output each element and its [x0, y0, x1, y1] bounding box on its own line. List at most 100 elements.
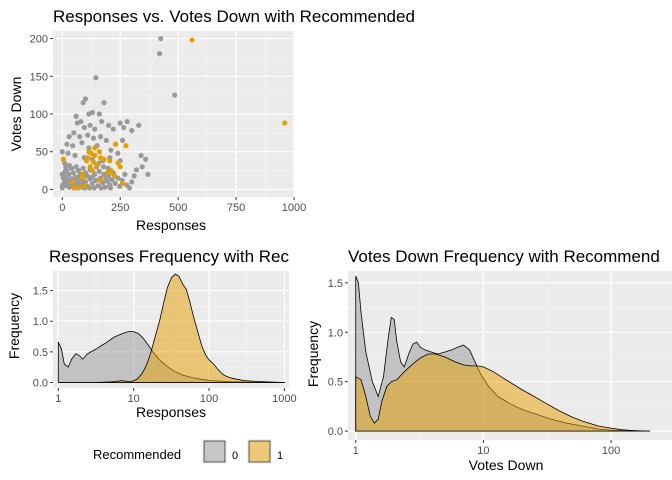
votes-down-density-x-ticks: 1 10 100 — [353, 440, 620, 457]
scatter-point-recommended-1 — [97, 177, 104, 183]
x-tick-label: 500 — [169, 202, 187, 214]
scatter-point-recommended-0 — [79, 140, 85, 146]
x-tick-label: 100 — [602, 445, 620, 457]
responses-density-x-ticks: 1 10 100 1000 — [55, 388, 297, 405]
scatter-title: Responses vs. Votes Down with Recommende… — [53, 7, 415, 26]
scatter-point-recommended-0 — [115, 150, 121, 156]
resp-density-area-recommended-1 — [57, 273, 285, 383]
scatter-point-recommended-0 — [93, 177, 99, 183]
scatter-point-recommended-0 — [84, 173, 90, 179]
responses-density-title: Responses Frequency with Rec — [49, 247, 290, 266]
scatter-x-axis-title: Responses — [136, 217, 206, 233]
scatter-point-recommended-0 — [87, 185, 93, 191]
scatter-point-recommended-0 — [66, 171, 72, 177]
scatter-point-recommended-0 — [117, 120, 123, 126]
scatter-point-recommended-1 — [107, 158, 113, 164]
votes-down-density-title: Votes Down Frequency with Recommend — [348, 247, 660, 266]
scatter-point-recommended-0 — [80, 100, 86, 106]
scatter-point-recommended-0 — [86, 145, 92, 151]
y-tick-label: 1.0 — [33, 316, 48, 328]
scatter-point-recommended-0 — [59, 149, 65, 155]
y-tick-label: 0 — [42, 184, 48, 196]
scatter-point-recommended-0 — [122, 171, 128, 177]
scatter-point-recommended-1 — [86, 149, 92, 155]
scatter-point-recommended-1 — [123, 143, 129, 149]
scatter-point-recommended-0 — [98, 185, 104, 191]
y-tick-label: 100 — [30, 109, 48, 121]
scatter-point-recommended-0 — [136, 122, 142, 128]
scatter-point-recommended-0 — [64, 141, 70, 147]
scatter-point-recommended-0 — [109, 177, 115, 183]
scatter-point-recommended-0 — [119, 137, 126, 144]
scatter-point-recommended-1 — [115, 160, 121, 166]
scatter-point-recommended-0 — [108, 147, 114, 153]
y-tick-label: 0.0 — [328, 426, 343, 438]
scatter-point-recommended-0 — [70, 170, 76, 176]
scatter-point-recommended-0 — [97, 134, 104, 140]
scatter-point-recommended-1 — [90, 159, 97, 165]
scatter-point-recommended-1 — [60, 156, 67, 162]
scatter-point-recommended-0 — [66, 134, 72, 140]
scatter-point-recommended-0 — [77, 134, 83, 140]
scatter-point-recommended-0 — [101, 100, 107, 106]
scatter-point-recommended-0 — [124, 118, 130, 125]
responses-density-y-axis-title: Frequency — [6, 293, 22, 359]
scatter-point-recommended-0 — [82, 96, 89, 102]
scatter-point-recommended-0 — [96, 111, 102, 117]
scatter-point-recommended-0 — [99, 118, 105, 125]
scatter-point-recommended-0 — [73, 164, 79, 170]
y-tick-label: 1.5 — [33, 286, 48, 298]
scatter-point-recommended-0 — [96, 168, 102, 174]
votes-down-density-y-ticks: 0.0 0.5 1.0 1.5 — [328, 278, 348, 438]
scatter-point-recommended-0 — [81, 124, 87, 131]
scatter-point-recommended-0 — [92, 126, 98, 132]
y-tick-label: 1.0 — [328, 327, 343, 339]
scatter-point-recommended-1 — [94, 162, 100, 168]
scatter-point-recommended-0 — [100, 164, 107, 170]
legend-swatch-1 — [248, 440, 271, 463]
scatter-point-recommended-1 — [89, 167, 95, 174]
scatter-point-recommended-0 — [106, 122, 112, 128]
scatter-x-ticks: 0 250 500 750 1000 — [59, 197, 306, 214]
scatter-point-recommended-1 — [189, 37, 195, 43]
scatter-plot: Responses vs. Votes Down with Recommende… — [8, 7, 415, 233]
scatter-point-recommended-0 — [129, 179, 135, 185]
scatter-point-recommended-0 — [85, 132, 91, 138]
scatter-point-recommended-0 — [129, 128, 135, 134]
scatter-point-recommended-0 — [131, 173, 137, 179]
scatter-point-recommended-1 — [111, 173, 118, 179]
scatter-point-recommended-0 — [89, 180, 95, 187]
scatter-point-recommended-0 — [71, 130, 77, 136]
x-tick-label: 0 — [59, 202, 65, 214]
scatter-point-recommended-0 — [112, 180, 118, 187]
responses-density-plot: Responses Frequency with Rec 1 10 100 1000 … — [6, 247, 297, 420]
scatter-point-recommended-1 — [117, 164, 123, 170]
scatter-point-recommended-0 — [89, 174, 95, 180]
scatter-y-ticks: 0 50 100 150 200 — [30, 34, 53, 196]
scatter-point-recommended-0 — [62, 168, 68, 174]
legend-swatch-0 — [203, 440, 226, 463]
scatter-point-recommended-0 — [90, 135, 97, 141]
scatter-point-recommended-0 — [103, 176, 109, 182]
legend-label-0: 0 — [232, 450, 238, 462]
legend-title: Recommended — [93, 447, 181, 462]
scatter-point-recommended-1 — [82, 183, 89, 189]
scatter-point-recommended-1 — [92, 145, 98, 151]
votes-down-density-y-axis-title: Frequency — [305, 321, 321, 387]
responses-density-x-axis-title: Responses — [136, 404, 206, 420]
scatter-point-recommended-0 — [78, 118, 84, 125]
votes-density-area-recommended-1 — [355, 353, 651, 432]
scatter-point-recommended-1 — [104, 170, 111, 176]
scatter-point-recommended-1 — [112, 141, 119, 147]
scatter-point-recommended-1 — [101, 156, 107, 162]
scatter-point-recommended-0 — [138, 152, 144, 159]
y-tick-label: 0.0 — [33, 377, 48, 389]
scatter-point-recommended-0 — [126, 185, 133, 191]
x-tick-label: 1000 — [282, 202, 306, 214]
responses-density-y-ticks: 0.0 0.5 1.0 1.5 — [33, 286, 53, 389]
scatter-point-recommended-0 — [121, 124, 127, 131]
x-tick-label: 750 — [227, 202, 245, 214]
scatter-point-recommended-0 — [110, 126, 116, 132]
scatter-point-recommended-0 — [158, 35, 164, 42]
